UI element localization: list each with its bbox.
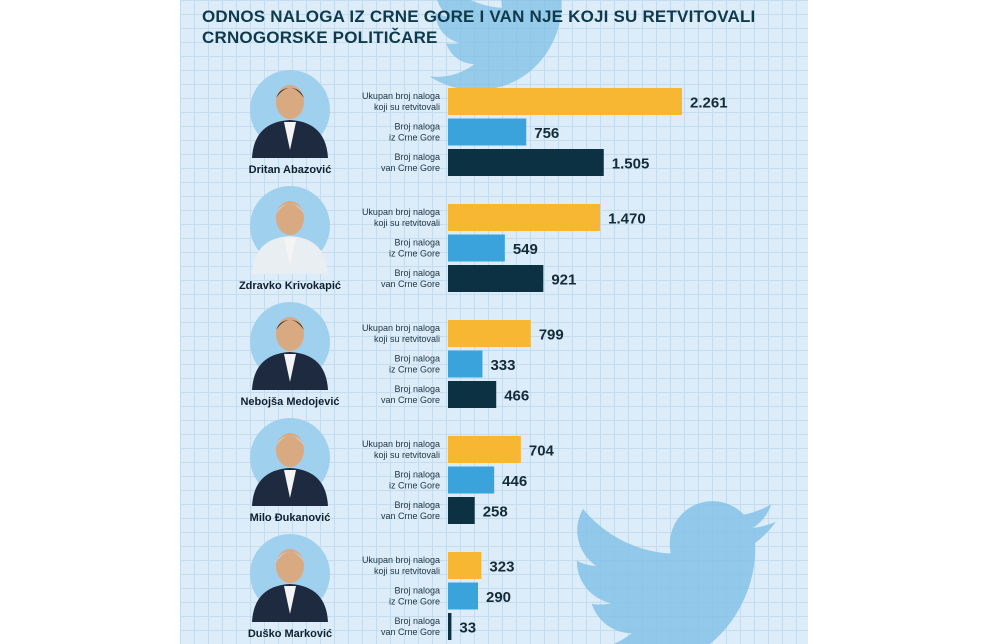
- bar-category-label: koji su retvitovali: [374, 334, 440, 344]
- avatar-icon: [252, 549, 328, 622]
- bar-total: [448, 552, 482, 579]
- bar-category-label: van Crne Gore: [381, 511, 440, 521]
- infographic: ODNOS NALOGA IZ CRNE GORE I VAN NJE KOJI…: [180, 0, 808, 644]
- twitter-bird-icon: [430, 0, 562, 90]
- data-label: 33: [459, 620, 476, 637]
- avatar-head: [276, 201, 304, 235]
- bar-category-label: Ukupan broj naloga: [362, 91, 440, 101]
- chart-group: Nebojša Medojević Ukupan broj nalogakoji …: [240, 302, 564, 408]
- avatar-shirt: [284, 586, 296, 614]
- data-label: 549: [513, 241, 538, 258]
- chart-title: ODNOS NALOGA IZ CRNE GORE I VAN NJE KOJI…: [202, 6, 782, 48]
- bar-category-label: van Crne Gore: [381, 279, 440, 289]
- bar-category-label: Broj naloga: [394, 500, 440, 510]
- bar-abroad: [448, 265, 544, 292]
- politician-name: Milo Đukanović: [250, 512, 331, 524]
- data-label: 1.470: [608, 211, 646, 228]
- bar-category-label: koji su retvitovali: [374, 450, 440, 460]
- bar-category-label: koji su retvitovali: [374, 102, 440, 112]
- bar-category-label: iz Crne Gore: [389, 481, 440, 491]
- bar-category-label: Broj naloga: [394, 470, 440, 480]
- bar-montenegro: [448, 118, 527, 146]
- avatar-icon: [252, 433, 328, 506]
- bar-category-label: van Crne Gore: [381, 395, 440, 405]
- avatar-hair: [276, 436, 304, 446]
- avatar-head: [276, 433, 304, 467]
- avatar-shirt: [284, 354, 296, 382]
- bar-category-label: Ukupan broj naloga: [362, 555, 440, 565]
- avatar-icon: [252, 85, 328, 158]
- avatar-shirt: [284, 122, 296, 150]
- bar-category-label: iz Crne Gore: [389, 133, 440, 143]
- bar-abroad: [448, 613, 452, 640]
- bar-category-label: Broj naloga: [394, 122, 440, 132]
- bar-category-label: iz Crne Gore: [389, 249, 440, 259]
- politician-name: Nebojša Medojević: [240, 396, 339, 408]
- avatar-hair: [276, 552, 304, 562]
- data-label: 2.261: [690, 95, 728, 112]
- bar-category-label: Broj naloga: [394, 586, 440, 596]
- avatar-head: [276, 85, 304, 119]
- bar-total: [448, 436, 521, 463]
- avatar-head: [276, 317, 304, 351]
- bar-category-label: koji su retvitovali: [374, 566, 440, 576]
- bar-category-label: Ukupan broj naloga: [362, 439, 440, 449]
- bar-abroad: [448, 497, 475, 524]
- bar-montenegro: [448, 466, 495, 494]
- chart-title-line-1: ODNOS NALOGA IZ CRNE GORE I VAN NJE KOJI…: [202, 7, 756, 26]
- avatar-icon: [252, 201, 328, 274]
- chart-group: Zdravko Krivokapić Ukupan broj nalogakoji…: [239, 186, 646, 292]
- bar-category-label: koji su retvitovali: [374, 218, 440, 228]
- bar-category-label: Broj naloga: [394, 616, 440, 626]
- chart-title-line-2: CRNOGORSKE POLITIČARE: [202, 28, 438, 47]
- data-label: 921: [551, 272, 576, 289]
- bar-montenegro: [448, 350, 483, 378]
- data-label: 258: [483, 504, 508, 521]
- bar-category-label: Broj naloga: [394, 152, 440, 162]
- bar-montenegro: [448, 582, 479, 610]
- data-label: 323: [489, 559, 514, 576]
- bar-total: [448, 88, 682, 115]
- avatar-hair: [276, 320, 304, 330]
- data-label: 466: [504, 388, 529, 405]
- avatar-shirt: [284, 238, 296, 266]
- avatar-head: [276, 549, 304, 583]
- bar-category-label: Ukupan broj naloga: [362, 323, 440, 333]
- bar-category-label: iz Crne Gore: [389, 365, 440, 375]
- data-label: 333: [490, 357, 515, 374]
- bar-total: [448, 204, 601, 231]
- bar-category-label: Broj naloga: [394, 384, 440, 394]
- data-label: 756: [534, 125, 559, 142]
- bar-category-label: van Crne Gore: [381, 163, 440, 173]
- bar-montenegro: [448, 234, 505, 262]
- bar-category-label: van Crne Gore: [381, 627, 440, 637]
- avatar-hair: [276, 88, 304, 98]
- bar-category-label: Broj naloga: [394, 268, 440, 278]
- politician-name: Zdravko Krivokapić: [239, 280, 341, 292]
- bar-total: [448, 320, 531, 347]
- avatar-shirt: [284, 470, 296, 498]
- bar-category-label: Ukupan broj naloga: [362, 207, 440, 217]
- data-label: 704: [529, 443, 555, 460]
- bar-category-label: Broj naloga: [394, 238, 440, 248]
- politician-name: Duško Marković: [248, 628, 332, 640]
- data-label: 290: [486, 589, 511, 606]
- data-label: 799: [539, 327, 564, 344]
- data-label: 1.505: [612, 156, 650, 173]
- bar-abroad: [448, 381, 497, 408]
- bar-category-label: Broj naloga: [394, 354, 440, 364]
- bar-category-label: iz Crne Gore: [389, 597, 440, 607]
- politician-name: Dritan Abazović: [249, 164, 332, 176]
- avatar-icon: [252, 317, 328, 390]
- avatar-hair: [276, 204, 304, 214]
- twitter-bird-icon: [576, 501, 777, 644]
- data-label: 446: [502, 473, 527, 490]
- bar-abroad: [448, 149, 604, 176]
